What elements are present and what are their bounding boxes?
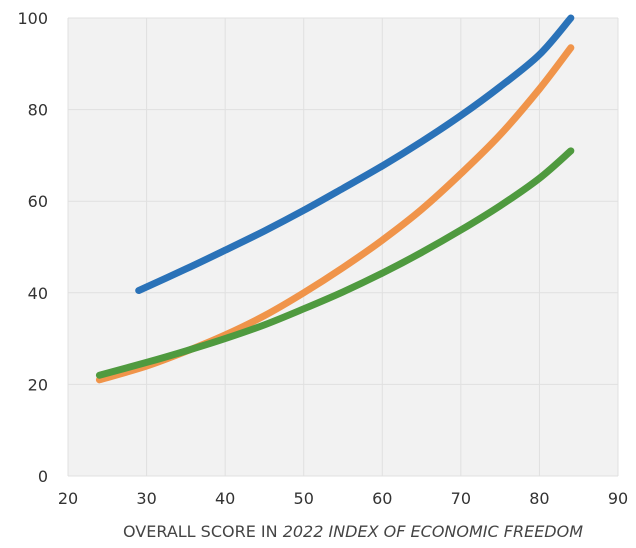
y-axis-ticks: 0 20 40 60 80 100 [17, 9, 48, 486]
x-tick-label-30: 30 [136, 489, 156, 508]
y-tick-label-100: 100 [17, 9, 48, 28]
x-tick-label-70: 70 [451, 489, 471, 508]
x-tick-label-80: 80 [529, 489, 549, 508]
x-axis-label-prefix: OVERALL SCORE IN [123, 522, 283, 541]
plot-background [68, 18, 618, 476]
series-line-3 [95, 147, 575, 379]
x-tick-label-90: 90 [608, 489, 628, 508]
y-tick-label-20: 20 [28, 375, 48, 394]
series-line-1 [135, 14, 575, 295]
x-axis-ticks: 20 30 40 50 60 70 80 90 [58, 489, 628, 508]
y-tick-label-60: 60 [28, 192, 48, 211]
x-tick-label-40: 40 [215, 489, 235, 508]
x-axis-label-italic: 2022 INDEX OF ECONOMIC FREEDOM [283, 522, 584, 541]
series-lines [95, 14, 575, 384]
x-tick-label-50: 50 [294, 489, 314, 508]
x-axis-label: OVERALL SCORE IN 2022 INDEX OF ECONOMIC … [123, 522, 583, 541]
y-tick-label-80: 80 [28, 101, 48, 120]
x-tick-label-20: 20 [58, 489, 78, 508]
y-tick-label-0: 0 [38, 467, 48, 486]
y-tick-label-40: 40 [28, 284, 48, 303]
x-tick-label-60: 60 [372, 489, 392, 508]
